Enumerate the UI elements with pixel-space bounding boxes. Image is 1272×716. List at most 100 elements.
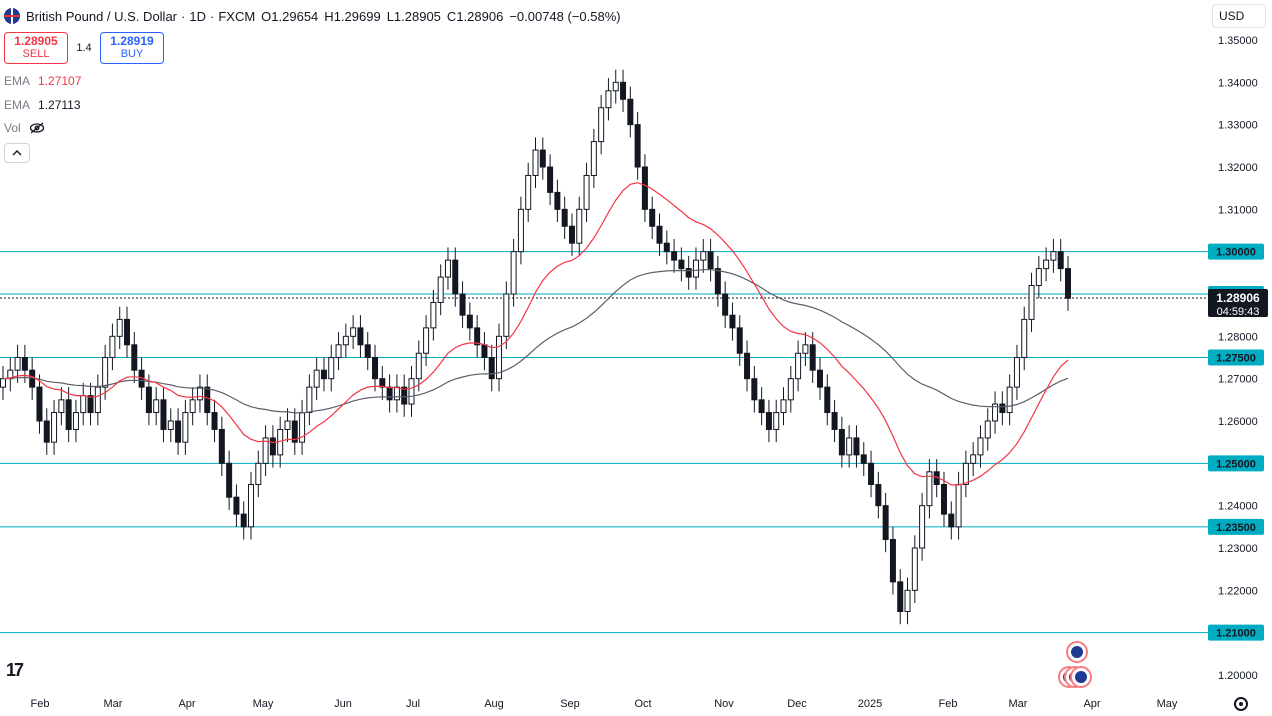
candle-body xyxy=(773,412,780,430)
candle-body xyxy=(787,378,794,401)
candle-body xyxy=(1043,259,1050,270)
level-label-bg xyxy=(1208,243,1264,260)
buy-button[interactable]: 1.28919 BUY xyxy=(100,32,164,64)
level-label-text: 1.21000 xyxy=(1216,628,1256,640)
sell-button[interactable]: 1.28905 SELL xyxy=(4,32,68,64)
candle-body xyxy=(167,420,174,430)
candle-body xyxy=(306,386,313,414)
time-tick-label: May xyxy=(1157,698,1178,710)
candle-body xyxy=(182,412,189,443)
candle-body xyxy=(80,395,87,414)
candle-body xyxy=(145,386,152,414)
candle-body xyxy=(153,399,160,414)
level-label-text: 1.27500 xyxy=(1216,353,1256,365)
exchange-label: FXCM xyxy=(218,8,256,24)
candle-body xyxy=(875,484,882,507)
candle-body xyxy=(196,386,203,401)
time-tick-label: Feb xyxy=(31,698,50,710)
candle-body xyxy=(65,399,72,430)
time-tick-label: Sep xyxy=(560,698,580,710)
uk-flag-event-icon[interactable] xyxy=(1066,641,1088,663)
candle-body xyxy=(532,149,539,176)
eye-hidden-icon[interactable] xyxy=(29,122,45,134)
candle-body xyxy=(824,386,831,414)
candle-body xyxy=(408,378,415,405)
candle-body xyxy=(496,335,503,380)
time-tick-label: Oct xyxy=(634,698,651,710)
level-label-bg xyxy=(1208,624,1264,641)
candle-body xyxy=(736,327,743,354)
candle-body xyxy=(525,174,532,210)
candle-body xyxy=(255,462,262,486)
price-tick-label: 1.32000 xyxy=(1218,162,1258,174)
countdown-text: 04:59:43 xyxy=(1217,306,1260,318)
ema-slow-name: EMA xyxy=(4,98,31,112)
candle-body xyxy=(671,251,678,261)
candle-body xyxy=(634,124,641,168)
time-tick-label: Apr xyxy=(1083,698,1100,710)
candle-body xyxy=(452,259,459,295)
candle-body xyxy=(423,327,430,354)
candle-body xyxy=(641,166,648,210)
time-tick-label: Mar xyxy=(104,698,123,710)
tradingview-logo-icon[interactable]: 17 xyxy=(6,660,24,680)
candle-body xyxy=(51,412,58,443)
candle-body xyxy=(1006,386,1013,414)
sell-label: SELL xyxy=(22,48,50,60)
time-tick-label: Jun xyxy=(334,698,352,710)
candle-body xyxy=(474,327,481,346)
candle-body xyxy=(795,352,802,380)
level-label-text: 1.25000 xyxy=(1216,458,1256,470)
candle-body xyxy=(204,386,211,414)
candle-body xyxy=(372,357,379,380)
candle-body xyxy=(109,335,116,359)
ema-fast-legend[interactable]: EMA 1.27107 xyxy=(4,74,81,88)
candle-body xyxy=(160,399,167,430)
candle-body xyxy=(962,462,969,486)
candle-body xyxy=(897,581,904,612)
collapse-legend-button[interactable] xyxy=(4,143,30,163)
chevron-up-icon xyxy=(12,150,22,156)
buy-label: BUY xyxy=(120,48,144,60)
volume-legend[interactable]: Vol xyxy=(4,121,45,135)
spread-value: 1.4 xyxy=(76,42,92,54)
volume-name: Vol xyxy=(4,121,21,135)
candle-body xyxy=(415,352,422,380)
candle-body xyxy=(116,318,123,337)
currency-selector[interactable]: USD xyxy=(1212,4,1266,28)
price-tick-label: 1.22000 xyxy=(1218,585,1258,597)
candle-body xyxy=(233,496,240,515)
candle-body xyxy=(911,547,918,591)
candle-body xyxy=(1021,318,1028,358)
candle-body xyxy=(802,344,809,354)
close-key: C xyxy=(446,8,457,24)
settings-gear-icon[interactable] xyxy=(1234,697,1248,711)
candle-body xyxy=(751,378,758,401)
candle-body xyxy=(335,344,342,358)
candle-body xyxy=(853,437,860,456)
buy-price: 1.28919 xyxy=(110,34,154,48)
candle-body xyxy=(240,513,247,528)
symbol-name[interactable]: British Pound / U.S. Dollar xyxy=(26,8,178,24)
candle-body xyxy=(809,344,816,371)
candle-body xyxy=(576,208,583,244)
candle-body xyxy=(124,318,131,346)
ema-slow-legend[interactable]: EMA 1.27113 xyxy=(4,98,81,112)
open-value: 1.29654 xyxy=(271,8,319,24)
candle-body xyxy=(175,420,182,443)
price-tick-label: 1.31000 xyxy=(1218,204,1258,216)
candle-body xyxy=(36,386,43,422)
economic-events-marker[interactable] xyxy=(1058,641,1092,689)
price-tick-label: 1.27000 xyxy=(1218,374,1258,386)
interval-label[interactable]: 1D xyxy=(189,8,206,24)
candle-body xyxy=(481,344,488,358)
candle-body xyxy=(1028,285,1035,320)
candle-body xyxy=(590,141,597,176)
candle-body xyxy=(838,428,845,456)
level-label-bg xyxy=(1208,349,1264,366)
uk-flag-event-icon[interactable] xyxy=(1070,666,1092,688)
candle-body xyxy=(765,412,772,430)
change-value: −0.00748 (−0.58%) xyxy=(509,8,621,24)
candle-body xyxy=(248,484,255,528)
